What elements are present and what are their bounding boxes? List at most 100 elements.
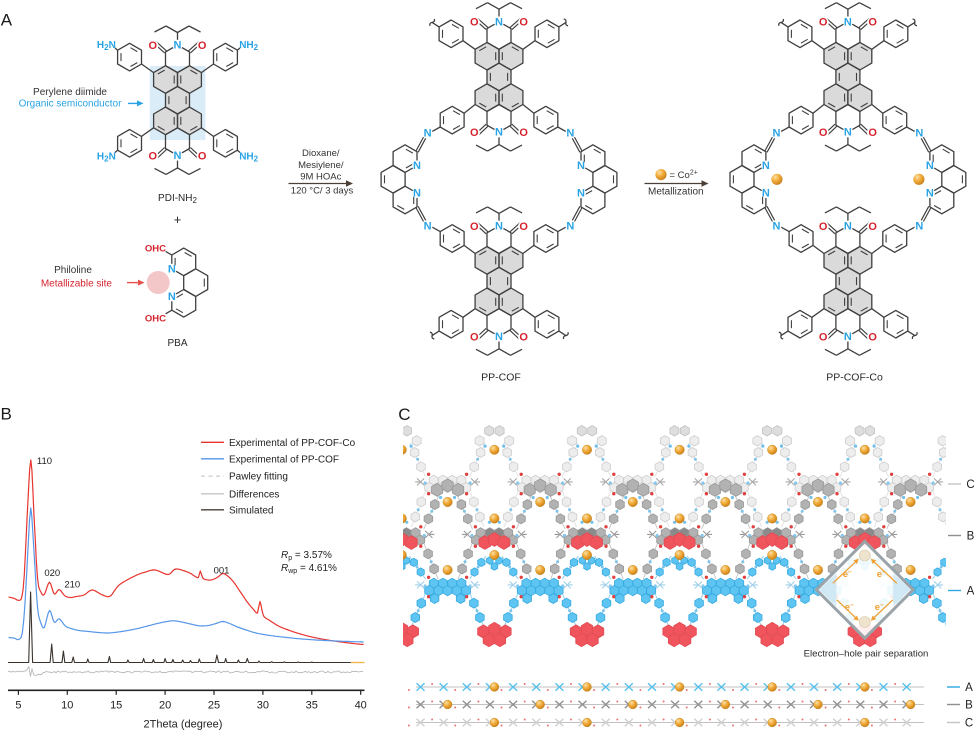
svg-text:H2N: H2N bbox=[97, 40, 116, 52]
svg-text:N: N bbox=[773, 127, 781, 139]
svg-text:Differences: Differences bbox=[229, 489, 279, 500]
svg-text:O: O bbox=[519, 221, 528, 233]
svg-text:O: O bbox=[470, 17, 479, 29]
svg-text:N: N bbox=[566, 127, 574, 139]
svg-text:N: N bbox=[566, 221, 574, 233]
svg-text:40: 40 bbox=[355, 700, 367, 712]
svg-text:PBA: PBA bbox=[167, 338, 187, 349]
svg-text:30: 30 bbox=[257, 700, 269, 712]
svg-text:Experimental of PP-COF-Co: Experimental of PP-COF-Co bbox=[229, 438, 356, 449]
svg-text:Experimental of PP-COF: Experimental of PP-COF bbox=[229, 454, 339, 465]
svg-text:N: N bbox=[495, 221, 503, 233]
svg-text:N: N bbox=[844, 331, 852, 343]
svg-text:N: N bbox=[174, 40, 182, 52]
svg-text:O: O bbox=[149, 150, 158, 162]
svg-text:OHC: OHC bbox=[145, 314, 166, 325]
svg-text:210: 210 bbox=[64, 579, 80, 590]
svg-text:A: A bbox=[1, 11, 13, 30]
svg-text:C: C bbox=[966, 479, 974, 491]
svg-text:O: O bbox=[868, 127, 877, 139]
svg-text:15: 15 bbox=[110, 700, 122, 712]
svg-text:N: N bbox=[424, 127, 432, 139]
svg-text:Electron–hole pair separation: Electron–hole pair separation bbox=[804, 649, 929, 660]
svg-text:N: N bbox=[174, 150, 182, 162]
svg-text:N: N bbox=[926, 188, 934, 200]
svg-text:O: O bbox=[868, 331, 877, 343]
svg-text:B: B bbox=[967, 531, 975, 543]
svg-text:O: O bbox=[819, 221, 828, 233]
svg-text:020: 020 bbox=[44, 568, 60, 579]
svg-text:Perylene diimide: Perylene diimide bbox=[33, 87, 107, 98]
svg-text:20: 20 bbox=[159, 700, 171, 712]
svg-text:O: O bbox=[470, 221, 479, 233]
svg-text:Mesiylene/: Mesiylene/ bbox=[298, 160, 344, 171]
svg-text:10: 10 bbox=[61, 700, 73, 712]
svg-text:O: O bbox=[868, 17, 877, 29]
svg-text:O: O bbox=[519, 127, 528, 139]
svg-text:PP-COF: PP-COF bbox=[481, 372, 521, 384]
svg-text:110: 110 bbox=[37, 456, 52, 467]
svg-text:N: N bbox=[577, 160, 585, 172]
svg-text:N: N bbox=[844, 221, 852, 233]
svg-text:N: N bbox=[424, 221, 432, 233]
svg-text:= Co2+: = Co2+ bbox=[670, 170, 698, 182]
svg-text:N: N bbox=[168, 291, 176, 303]
svg-text:+: + bbox=[174, 212, 182, 227]
svg-text:A: A bbox=[965, 682, 973, 694]
svg-text:O: O bbox=[819, 17, 828, 29]
svg-text:Simulated: Simulated bbox=[229, 505, 273, 516]
svg-text:O: O bbox=[819, 331, 828, 343]
svg-text:N: N bbox=[413, 160, 421, 172]
svg-text:e−: e− bbox=[875, 602, 884, 613]
svg-text:N: N bbox=[168, 263, 176, 275]
svg-text:O: O bbox=[198, 150, 207, 162]
svg-text:OHC: OHC bbox=[145, 244, 166, 255]
svg-text:O: O bbox=[519, 17, 528, 29]
svg-text:120 °C/ 3 days: 120 °C/ 3 days bbox=[291, 186, 354, 197]
svg-text:Dioxane/: Dioxane/ bbox=[302, 148, 340, 159]
svg-text:e−: e− bbox=[843, 569, 852, 580]
svg-text:N: N bbox=[413, 188, 421, 200]
svg-text:A: A bbox=[967, 586, 975, 598]
svg-text:O: O bbox=[198, 40, 207, 52]
svg-text:N: N bbox=[495, 127, 503, 139]
svg-text:35: 35 bbox=[306, 700, 318, 712]
svg-text:25: 25 bbox=[208, 700, 220, 712]
svg-text:B: B bbox=[965, 700, 973, 712]
svg-text:O: O bbox=[868, 221, 877, 233]
svg-text:001: 001 bbox=[214, 566, 230, 577]
svg-text:e−: e− bbox=[877, 569, 886, 580]
svg-text:N: N bbox=[495, 16, 503, 28]
svg-text:2Theta (degree): 2Theta (degree) bbox=[144, 719, 223, 731]
svg-text:N: N bbox=[915, 127, 923, 139]
svg-text:B: B bbox=[1, 405, 12, 424]
svg-text:Rp = 3.57%: Rp = 3.57% bbox=[281, 550, 332, 562]
svg-text:9M HOAc: 9M HOAc bbox=[300, 172, 341, 183]
svg-text:N: N bbox=[762, 188, 770, 200]
svg-text:O: O bbox=[470, 127, 479, 139]
svg-text:PP-COF-Co: PP-COF-Co bbox=[826, 372, 883, 384]
svg-text:O: O bbox=[519, 331, 528, 343]
svg-text:NH2: NH2 bbox=[239, 40, 258, 52]
svg-text:PDI-NH2: PDI-NH2 bbox=[158, 193, 197, 205]
svg-text:C: C bbox=[965, 718, 973, 730]
svg-text:N: N bbox=[577, 188, 585, 200]
svg-text:N: N bbox=[773, 221, 781, 233]
svg-text:Metallization: Metallization bbox=[648, 186, 704, 197]
svg-text:Rwp = 4.61%: Rwp = 4.61% bbox=[281, 563, 337, 575]
svg-text:C: C bbox=[398, 405, 410, 424]
svg-text:N: N bbox=[915, 221, 923, 233]
svg-text:Organic semiconductor: Organic semiconductor bbox=[19, 99, 122, 110]
svg-text:Philoline: Philoline bbox=[54, 265, 92, 276]
svg-text:O: O bbox=[470, 331, 479, 343]
svg-text:N: N bbox=[762, 160, 770, 172]
svg-text:e−: e− bbox=[845, 602, 854, 613]
svg-text:N: N bbox=[844, 127, 852, 139]
svg-text:Metallizable site: Metallizable site bbox=[41, 278, 113, 289]
svg-text:N: N bbox=[926, 160, 934, 172]
svg-text:N: N bbox=[495, 331, 503, 343]
svg-text:NH2: NH2 bbox=[239, 151, 258, 163]
svg-text:O: O bbox=[819, 127, 828, 139]
svg-text:Pawley fitting: Pawley fitting bbox=[229, 472, 288, 483]
svg-text:H2N: H2N bbox=[97, 151, 116, 163]
